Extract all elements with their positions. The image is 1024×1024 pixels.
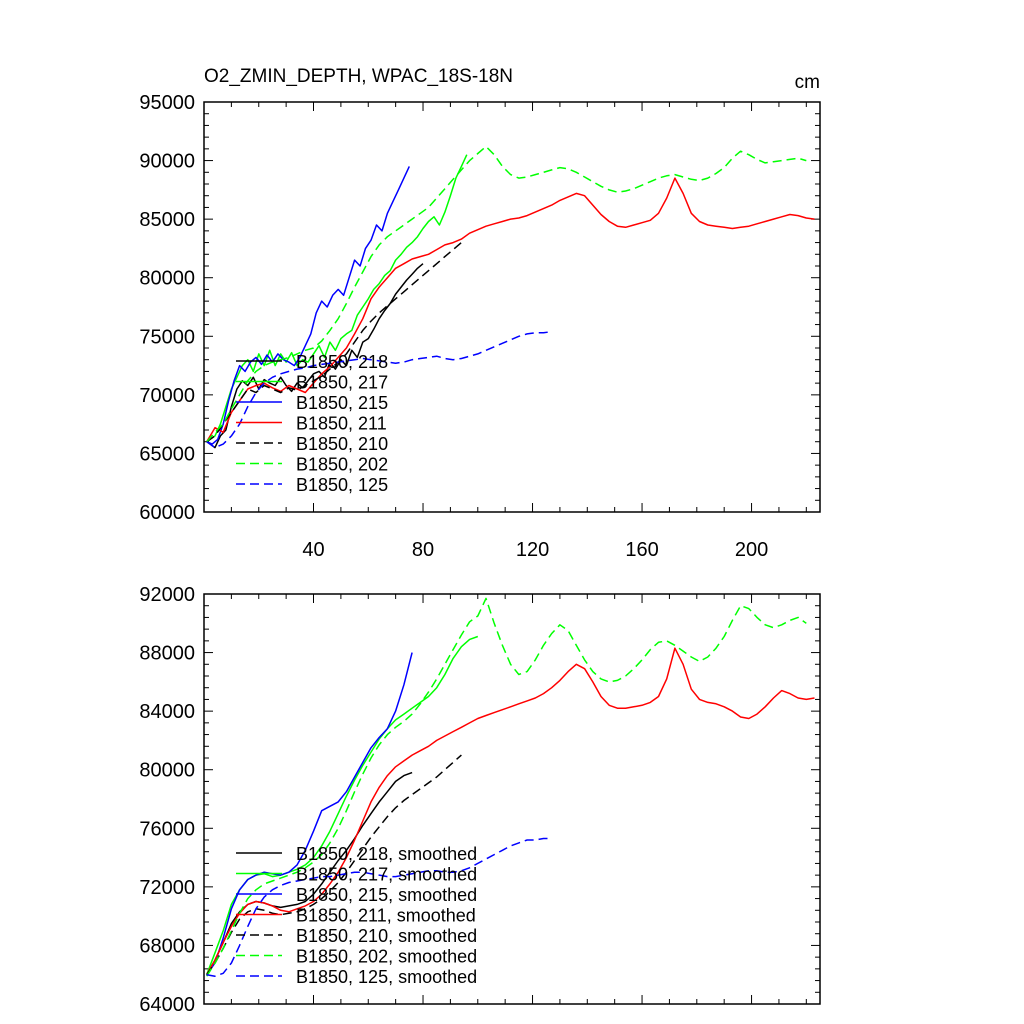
y-tick-label: 88000 [139,643,195,665]
x-tick-label: 80 [412,539,434,561]
legend-label: B1850, 217 [296,373,388,393]
legend-label: B1850, 210 [296,434,388,454]
y-tick-label: 80000 [139,268,195,290]
legend-label: B1850, 215 [296,393,388,413]
legend-label: B1850, 215, smoothed [296,885,477,905]
top-panel: O2_ZMIN_DEPTH, WPAC_18S-18N cm 60000 6500… [139,66,821,561]
series-line [206,597,807,977]
y-tick-label: 64000 [139,994,195,1016]
legend-label: B1850, 202, smoothed [296,947,477,967]
x-tick-label: 160 [625,539,658,561]
y-tick-label: 85000 [139,209,195,231]
series-line [206,145,807,443]
legend-label: B1850, 211 [296,414,387,434]
bottom-panel-series [205,597,815,977]
bottom-panel-ticks: 64000 68000 72000 76000 80000 84000 88000 92000 [139,584,820,1016]
y-tick-label: 90000 [139,151,195,173]
y-tick-label: 84000 [139,701,195,723]
y-tick-label: 80000 [139,760,195,782]
legend-label: B1850, 218, smoothed [296,844,477,864]
bottom-panel-frame [203,593,821,1005]
series-line [206,652,413,976]
legend-label: B1850, 210, smoothed [296,926,477,946]
series-line [206,166,410,445]
top-panel-ticks: 60000 65000 70000 75000 80000 85000 90000 95000… [139,92,820,561]
x-tick-label: 120 [516,539,549,561]
bottom-panel: 64000 68000 72000 76000 80000 84000 88000 92000… [139,584,821,1016]
top-panel-frame [203,101,821,513]
series-line [206,177,815,443]
legend-label: B1850, 218 [296,352,388,372]
series-line [206,263,424,449]
legend-label: B1850, 217, smoothed [296,865,477,885]
x-tick-label: 40 [302,539,324,561]
legend-label: B1850, 125 [296,475,388,495]
top-panel-title: O2_ZMIN_DEPTH, WPAC_18S-18N [204,66,513,87]
y-tick-label: 92000 [139,584,195,606]
legend-label: B1850, 125, smoothed [296,967,477,987]
series-line [206,837,552,977]
y-tick-label: 60000 [139,502,195,524]
legend-label: B1850, 211, smoothed [296,906,476,926]
y-tick-label: 68000 [139,935,195,957]
series-line [206,647,815,976]
series-line [206,754,462,976]
top-panel-unit: cm [795,72,820,93]
series-line [206,154,468,443]
top-panel-series [206,145,815,449]
y-tick-label: 65000 [139,443,195,465]
series-line [206,330,552,449]
y-tick-label: 95000 [139,92,195,114]
y-tick-label: 70000 [139,385,195,407]
x-tick-label: 200 [735,539,768,561]
y-tick-label: 72000 [139,877,195,899]
y-tick-label: 75000 [139,326,195,348]
y-tick-label: 76000 [139,818,195,840]
legend-label: B1850, 202 [296,455,388,475]
